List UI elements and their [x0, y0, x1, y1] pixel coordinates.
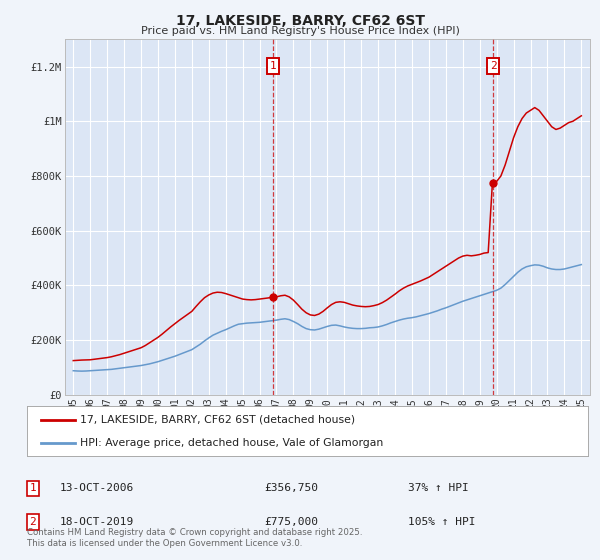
Text: 17, LAKESIDE, BARRY, CF62 6ST: 17, LAKESIDE, BARRY, CF62 6ST: [176, 14, 425, 28]
Text: Price paid vs. HM Land Registry's House Price Index (HPI): Price paid vs. HM Land Registry's House …: [140, 26, 460, 36]
Text: 37% ↑ HPI: 37% ↑ HPI: [408, 483, 469, 493]
Text: £775,000: £775,000: [264, 517, 318, 527]
Text: 1: 1: [269, 61, 277, 71]
Text: £356,750: £356,750: [264, 483, 318, 493]
Text: 2: 2: [29, 517, 37, 527]
Text: 18-OCT-2019: 18-OCT-2019: [60, 517, 134, 527]
Text: 2: 2: [490, 61, 497, 71]
Text: 105% ↑ HPI: 105% ↑ HPI: [408, 517, 476, 527]
Text: 13-OCT-2006: 13-OCT-2006: [60, 483, 134, 493]
Text: 1: 1: [29, 483, 37, 493]
Text: 17, LAKESIDE, BARRY, CF62 6ST (detached house): 17, LAKESIDE, BARRY, CF62 6ST (detached …: [80, 414, 355, 424]
Text: HPI: Average price, detached house, Vale of Glamorgan: HPI: Average price, detached house, Vale…: [80, 438, 383, 448]
Text: Contains HM Land Registry data © Crown copyright and database right 2025.
This d: Contains HM Land Registry data © Crown c…: [27, 528, 362, 548]
